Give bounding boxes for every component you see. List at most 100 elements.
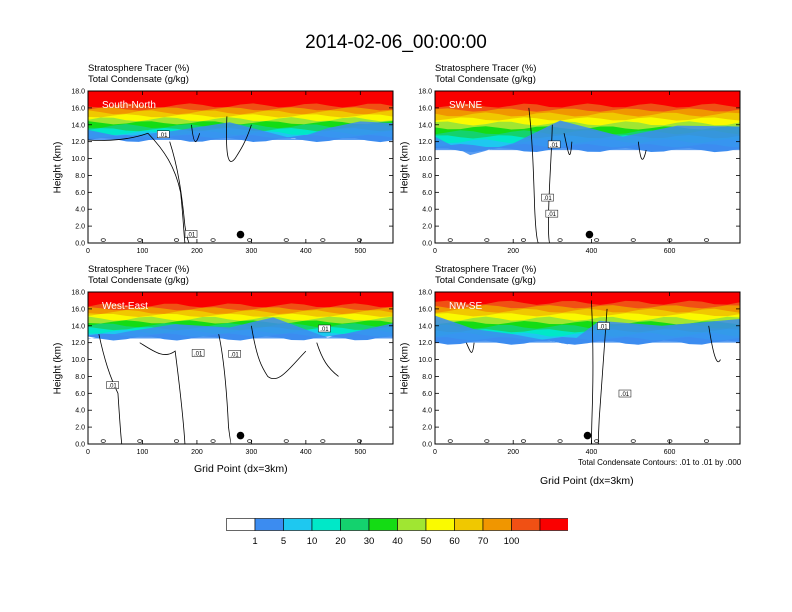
condensate-contour [218,334,232,445]
ground-contour [100,439,106,443]
ground-contour [137,238,143,242]
y-tick-label: 2.0 [75,425,85,432]
panel3-header-line1: Stratosphere Tracer (%) [88,264,190,275]
x-tick-label: 200 [507,449,519,456]
colorbar-label: 60 [449,536,460,547]
colorbar: 1 5 10 20 30 40 50 60 70 100 [226,518,569,547]
contour-label-box [184,230,198,238]
ground-contour [447,238,453,242]
panel2-plot: .01 .01 .01 SW-NE 0.0 2.0 4.0 6.0 8.0 10.0 12.0 14.… [418,89,741,255]
contour-label: .01 [550,143,559,149]
y-tick-label: 10.0 [418,357,432,364]
y-tick-label: 2.0 [422,224,432,231]
plot-frame [87,90,394,244]
ground-contour [703,439,709,443]
panel4-header: Stratosphere Tracer (%) Total Condensate… [435,264,536,286]
colorbar-box [511,518,541,531]
ground-contour [484,238,490,242]
condensate-contour [597,308,608,445]
x-tick-label: 0 [86,248,90,255]
main-title: 2014-02-06_00:00:00 [305,32,487,53]
panel1-header-line1: Stratosphere Tracer (%) [88,63,190,74]
condensate-contour [226,116,252,162]
tracer-fill-top [435,91,740,102]
y-tick-label: 14.0 [71,323,85,330]
contour-label: .01 [108,384,117,390]
condensate-contour [98,334,123,445]
contour-label-box [318,324,331,333]
y-tick-label: 18.0 [71,89,85,96]
y-tick-label: 2.0 [75,224,85,231]
ground-contour [520,439,526,443]
ground-contour [100,238,106,242]
colorbar-label: 10 [306,536,318,547]
x-tick-label: 0 [433,248,437,255]
colorbar-box [482,518,512,531]
ground-contour [320,238,326,242]
plot-frame [434,291,741,445]
x-tick-label: 600 [664,449,676,456]
ground-contour [703,238,709,242]
ground-contour [137,439,143,443]
condensate-contour [465,342,475,353]
y-tick-label: 6.0 [75,190,85,197]
ground-contour [356,238,362,242]
condensate-contour [547,124,553,244]
x-tick-label: 400 [300,248,312,255]
y-tick-label: 0.0 [422,241,432,248]
y-tick-label: 8.0 [422,173,432,180]
ground-contour [484,439,490,443]
x-tick-label: 300 [246,449,258,456]
ground-contour [173,238,179,242]
ground-contour [594,238,600,242]
condensate-contour [637,141,647,160]
ground-contour [557,238,563,242]
colorbar-label: 70 [477,536,489,547]
contour-label-box [228,350,241,358]
colorbar-label: 50 [420,536,432,547]
y-tick-label: 2.0 [422,425,432,432]
location-marker [583,431,592,440]
contour-note: Total Condensate Contours: .01 to .01 by… [578,458,742,467]
ground-contour [283,238,289,242]
colorbar-label: 1 [252,536,258,547]
colorbar-box [454,518,484,531]
x-tick-label: 0 [86,449,90,456]
y-tick-label: 14.0 [71,122,85,129]
contour-label: .01 [548,212,557,218]
panel2-header-line2: Total Condensate (g/kg) [435,74,536,85]
ground-contour [520,238,526,242]
panel4-plot: .01 .01 NW-SE 0.0 2.0 4.0 6.0 8.0 10.0 12.0 14.0 16… [418,290,741,456]
y-tick-label: 6.0 [422,190,432,197]
contour-label-box [618,389,632,398]
y-tick-label: 16.0 [71,306,85,313]
tracer-fill-top [435,292,740,299]
contour-label-box [106,381,119,389]
contour-label-box [191,349,205,357]
ground-contour [630,238,636,242]
colorbar-box [368,518,398,531]
y-tick-label: 14.0 [418,122,432,129]
condensate-contour [87,132,186,244]
condensate-contour [250,325,307,379]
ground-contour [210,238,216,242]
panel3-header-line2: Total Condensate (g/kg) [88,275,189,286]
ground-contour [173,439,179,443]
ground-contour [594,439,600,443]
panel3-xlabel: Grid Point (dx=3km) [194,463,288,475]
condensate-contour [169,141,190,244]
contour-label-box [541,193,554,202]
x-tick-label: 400 [586,449,598,456]
panel1-header-line2: Total Condensate (g/kg) [88,74,189,85]
contour-label: .01 [159,133,168,139]
x-tick-label: 200 [191,248,203,255]
tracer-lobe [435,120,740,156]
panel4-xlabel: Grid Point (dx=3km) [540,475,634,487]
contour-label: .01 [194,351,203,357]
tracer-fill-top [88,292,393,303]
panel1-plot: .01 .01 South-North 0.0 2.0 4.0 6.0 8.0 10.0 12.0… [71,89,394,255]
x-tick-label: 500 [354,248,366,255]
y-tick-label: 18.0 [418,290,432,297]
location-marker [585,230,594,239]
ground-contour [283,439,289,443]
